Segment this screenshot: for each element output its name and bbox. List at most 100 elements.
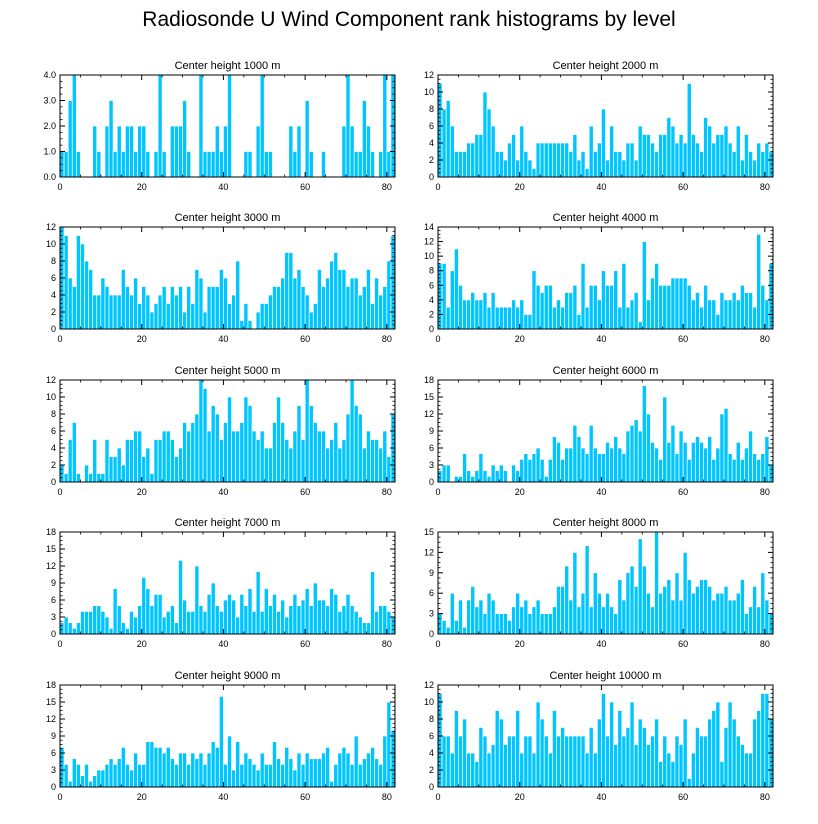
y-tick-label: 4.0: [43, 70, 56, 80]
histogram-bar: [592, 151, 598, 178]
y-tick-label: 0.0: [43, 172, 56, 182]
histogram-bar: [441, 620, 447, 635]
histogram-bar: [239, 320, 245, 330]
histogram-bar: [292, 593, 298, 635]
panel-title: Center height 8000 m: [553, 517, 659, 529]
histogram-bar: [466, 470, 472, 483]
histogram-bar: [760, 284, 766, 330]
y-tick-label: 0: [51, 324, 56, 334]
histogram-bar: [317, 430, 322, 483]
histogram-bar: [658, 284, 664, 330]
histogram-bar: [129, 439, 134, 483]
histogram-bar: [490, 744, 496, 788]
histogram-bar: [169, 439, 175, 483]
histogram-bar: [715, 592, 721, 635]
histogram-bar: [210, 151, 216, 178]
histogram-bar: [449, 592, 455, 635]
histogram-bar: [341, 125, 347, 178]
histogram-bar: [353, 151, 359, 178]
histogram-bar: [682, 142, 688, 178]
histogram-bar: [108, 456, 114, 483]
y-tick-label: 10: [46, 239, 56, 249]
histogram-bar: [588, 284, 594, 330]
histogram-bar: [194, 758, 200, 788]
histogram-bar: [662, 735, 668, 788]
histogram-bar: [682, 277, 688, 330]
histogram-bar: [296, 605, 302, 635]
y-tick-label: 8: [429, 714, 434, 724]
histogram-bar: [625, 306, 631, 330]
histogram-bar: [621, 159, 627, 178]
histogram-bar: [178, 559, 183, 635]
histogram-bar: [129, 769, 134, 788]
histogram-bar: [137, 430, 143, 483]
histogram-bar: [174, 763, 179, 788]
histogram-bar: [445, 464, 451, 483]
histogram-bar: [735, 299, 741, 330]
histogram-panel: Center height 2000 m 0 20 40 60 80 0 2 4 6 8 10 12: [424, 60, 774, 192]
histogram-bar: [584, 752, 590, 788]
y-tick-label: 15: [46, 544, 56, 554]
histogram-bar: [75, 473, 81, 483]
histogram-bar: [629, 299, 635, 330]
histogram-bar: [511, 735, 516, 788]
histogram-bar: [764, 693, 770, 788]
histogram-bar: [727, 299, 733, 330]
histogram-bar: [108, 100, 114, 178]
histogram-bar: [104, 763, 110, 788]
histogram-bar: [686, 458, 692, 483]
histogram-bar: [752, 159, 758, 178]
histogram-bar: [137, 763, 143, 788]
histogram-bar: [609, 701, 615, 788]
histogram-bar: [641, 565, 647, 635]
histogram-bar: [739, 284, 745, 330]
histogram-bar: [678, 430, 684, 483]
histogram-bar: [137, 125, 143, 178]
histogram-bar: [592, 572, 598, 635]
histogram-bar: [116, 447, 122, 483]
histogram-bar: [317, 269, 322, 330]
histogram-bar: [120, 151, 126, 178]
histogram-bar: [690, 592, 696, 635]
y-tick-label: 12: [46, 561, 56, 571]
histogram-bar: [723, 407, 729, 483]
histogram-bar: [543, 475, 549, 483]
histogram-bar: [386, 610, 392, 635]
histogram-bar: [625, 142, 631, 178]
y-tick-label: 3: [51, 765, 56, 775]
histogram-bar: [539, 718, 545, 788]
histogram-bar: [682, 718, 688, 788]
histogram-bar: [650, 606, 655, 635]
histogram-bar: [182, 311, 187, 330]
histogram-bar: [445, 626, 451, 635]
histogram-bar: [727, 599, 733, 635]
y-tick-label: 12: [424, 237, 434, 247]
histogram-bar: [695, 727, 700, 788]
histogram-bar: [325, 277, 330, 330]
histogram-bar: [206, 286, 212, 330]
histogram-bar: [169, 286, 175, 330]
histogram-bar: [760, 572, 766, 635]
y-tick-label: 14: [424, 222, 434, 232]
histogram-bar: [449, 270, 455, 330]
histogram-bar: [523, 314, 529, 330]
histogram-bar: [194, 413, 200, 483]
histogram-bar: [690, 752, 696, 788]
x-tick-label: 0: [435, 182, 440, 192]
x-tick-label: 60: [300, 182, 310, 192]
histogram-bar: [227, 735, 232, 788]
histogram-bar: [214, 746, 220, 788]
histogram-bar: [515, 470, 521, 483]
histogram-bar: [133, 752, 138, 788]
histogram-bar: [292, 151, 298, 178]
histogram-bar: [92, 125, 98, 178]
y-tick-label: 8: [51, 256, 56, 266]
histogram-bar: [317, 758, 322, 788]
histogram-bar: [568, 447, 574, 483]
histogram-bar: [511, 464, 516, 483]
histogram-bar: [218, 610, 224, 635]
histogram-bar: [462, 453, 467, 483]
x-tick-label: 60: [300, 639, 310, 649]
histogram-bar: [629, 424, 635, 483]
histogram-bar: [503, 470, 508, 483]
